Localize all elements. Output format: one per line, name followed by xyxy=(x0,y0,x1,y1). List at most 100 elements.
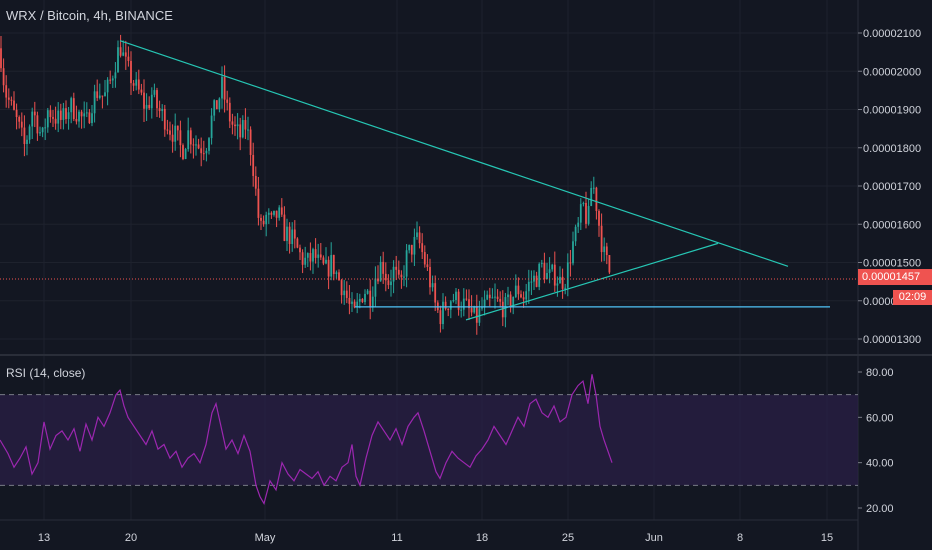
candle-body xyxy=(434,283,437,303)
candle-body xyxy=(353,301,356,308)
candle-body xyxy=(390,281,392,286)
candle-body xyxy=(163,108,166,130)
candle-body xyxy=(345,290,348,298)
rsi-title: RSI (14, close) xyxy=(6,366,86,380)
x-tick-label: 8 xyxy=(737,532,743,544)
candle-body xyxy=(249,129,252,155)
candle-body xyxy=(608,255,611,273)
candle-body xyxy=(369,290,372,308)
candle-body xyxy=(377,278,379,282)
candle-body xyxy=(96,91,99,98)
candle-body xyxy=(361,298,364,303)
candle-body xyxy=(559,276,561,284)
candle-body xyxy=(561,276,564,289)
candle-body xyxy=(80,111,83,117)
y-tick-label: 0.00001300 xyxy=(863,334,921,346)
candle-body xyxy=(254,175,257,189)
candle-body xyxy=(338,272,340,281)
candle-body xyxy=(189,130,192,145)
rsi-y-tick-label: 60.00 xyxy=(866,412,894,424)
candle-body xyxy=(325,259,327,264)
candle-body xyxy=(23,127,26,145)
candle-body xyxy=(156,90,158,109)
candle-body xyxy=(374,278,377,297)
candle-body xyxy=(49,110,52,118)
x-tick-label: 18 xyxy=(476,532,488,544)
candle-body xyxy=(299,247,301,253)
candle-body xyxy=(306,253,309,258)
candle-body xyxy=(551,264,554,270)
candle-body xyxy=(101,95,104,97)
candle-body xyxy=(465,298,468,300)
candle-body xyxy=(111,78,114,81)
candle-body xyxy=(444,301,447,309)
candle-body xyxy=(423,252,426,265)
x-tick-label: 11 xyxy=(391,532,402,544)
candle-body xyxy=(20,121,23,128)
candle-body xyxy=(161,108,164,112)
y-tick-label: 0.00001500 xyxy=(863,258,921,270)
candle-body xyxy=(468,299,470,309)
candle-body xyxy=(5,85,8,98)
candle-body xyxy=(527,281,530,292)
candle-body xyxy=(288,226,291,245)
candle-body xyxy=(587,205,590,224)
candle-body xyxy=(301,252,304,265)
candle-body xyxy=(241,120,244,138)
candle-body xyxy=(327,259,330,277)
candle-body xyxy=(332,255,335,275)
candle-body xyxy=(135,79,138,86)
candle-body xyxy=(566,262,569,288)
candle-body xyxy=(483,299,486,308)
candle-body xyxy=(491,297,494,299)
candle-body xyxy=(202,153,205,155)
candle-body xyxy=(543,262,546,280)
candle-body xyxy=(595,187,598,211)
candle-body xyxy=(317,254,320,258)
candle-body xyxy=(540,262,543,264)
candle-body xyxy=(166,129,169,131)
candle-body xyxy=(501,301,504,318)
candle-body xyxy=(143,92,145,109)
candle-body xyxy=(114,72,117,79)
candle-body xyxy=(512,296,515,307)
x-tick-label: 15 xyxy=(821,532,833,544)
candle-body xyxy=(213,100,216,116)
candle-body xyxy=(335,272,338,275)
candle-body xyxy=(117,47,119,73)
candle-body xyxy=(322,257,325,264)
candle-body xyxy=(182,145,184,160)
candle-body xyxy=(356,301,359,308)
candle-body xyxy=(585,202,587,224)
candle-body xyxy=(148,104,151,109)
candle-body xyxy=(598,210,600,226)
candle-body xyxy=(592,187,595,189)
candle-body xyxy=(7,97,10,100)
candle-body xyxy=(397,269,400,275)
candle-body xyxy=(387,280,390,286)
candle-body xyxy=(83,113,86,117)
rsi-line xyxy=(0,374,613,506)
y-tick-label: 0.00002100 xyxy=(863,28,921,40)
candle-body xyxy=(52,117,54,119)
x-tick-label: 13 xyxy=(38,532,50,544)
candle-body xyxy=(473,306,476,313)
candle-body xyxy=(455,291,457,301)
candle-body xyxy=(221,76,223,99)
candle-body xyxy=(93,91,96,114)
candle-body xyxy=(36,115,39,134)
candle-body xyxy=(496,296,499,299)
candle-body xyxy=(605,246,608,256)
candle-body xyxy=(244,120,247,130)
candle-body xyxy=(452,300,455,302)
candle-body xyxy=(273,210,275,215)
candle-body xyxy=(179,130,182,146)
candle-body xyxy=(192,144,195,146)
candle-body xyxy=(395,266,398,270)
candle-body xyxy=(70,98,73,113)
candle-body xyxy=(122,52,125,56)
x-tick-label: 20 xyxy=(125,532,137,544)
candle-body xyxy=(218,98,221,110)
candle-body xyxy=(546,273,548,280)
candle-body xyxy=(145,104,148,109)
